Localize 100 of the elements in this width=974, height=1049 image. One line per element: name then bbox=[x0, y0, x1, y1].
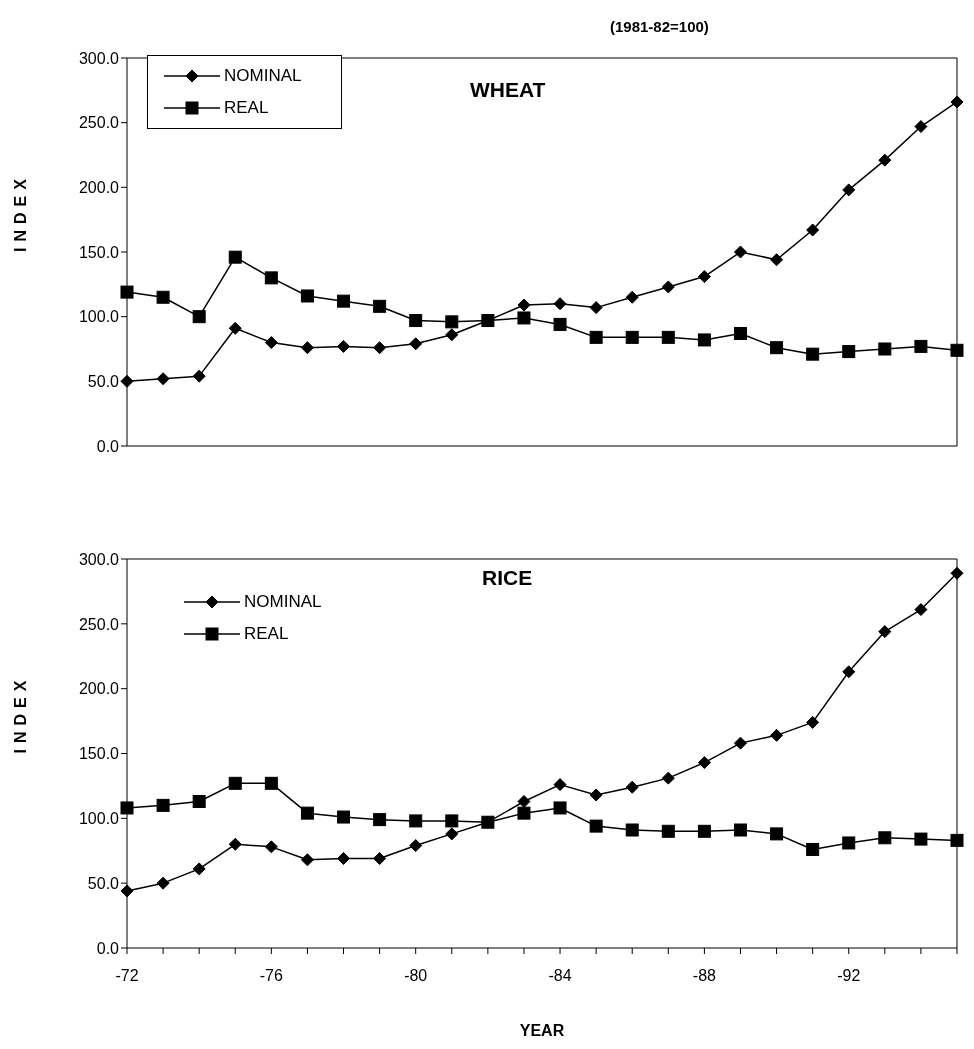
point bbox=[806, 715, 820, 729]
point bbox=[156, 290, 170, 304]
y-tick-label: 250.0 bbox=[78, 615, 120, 633]
point bbox=[770, 728, 784, 742]
point bbox=[192, 310, 206, 324]
point bbox=[733, 736, 747, 750]
point bbox=[770, 827, 784, 841]
point bbox=[842, 183, 856, 197]
text: WHEAT bbox=[470, 78, 546, 102]
point bbox=[120, 374, 134, 388]
x-tick-label: -92 bbox=[837, 967, 861, 985]
point bbox=[842, 345, 856, 359]
point bbox=[120, 801, 134, 815]
point bbox=[228, 250, 242, 264]
point bbox=[950, 343, 964, 357]
point bbox=[589, 819, 603, 833]
point bbox=[264, 271, 278, 285]
legend-label: NOMINAL bbox=[244, 592, 322, 612]
y-tick-label: 300.0 bbox=[78, 550, 120, 568]
x-tick-label: -72 bbox=[115, 967, 139, 985]
point bbox=[842, 665, 856, 679]
point bbox=[481, 314, 495, 328]
point bbox=[625, 823, 639, 837]
point bbox=[373, 813, 387, 827]
x-tick-label: -84 bbox=[548, 967, 572, 985]
point bbox=[697, 333, 711, 347]
x-tick-label: -76 bbox=[259, 967, 284, 985]
y-axis-title: INDEX bbox=[11, 674, 29, 754]
point bbox=[878, 625, 892, 639]
point bbox=[914, 603, 928, 617]
point bbox=[553, 778, 567, 792]
point bbox=[337, 339, 351, 353]
point bbox=[445, 328, 459, 342]
point bbox=[337, 294, 351, 308]
point bbox=[661, 330, 675, 344]
point bbox=[589, 788, 603, 802]
point bbox=[409, 839, 423, 853]
y-tick-label: 100.0 bbox=[78, 810, 120, 828]
point bbox=[950, 833, 964, 847]
point bbox=[878, 831, 892, 845]
point bbox=[733, 823, 747, 837]
point bbox=[228, 321, 242, 335]
point bbox=[661, 771, 675, 785]
point bbox=[878, 153, 892, 167]
point bbox=[192, 369, 206, 383]
y-tick-label: 150.0 bbox=[78, 745, 120, 763]
point bbox=[589, 330, 603, 344]
x-tick-label: -88 bbox=[692, 967, 717, 985]
point bbox=[445, 827, 459, 841]
x-axis-title: YEAR bbox=[519, 1022, 565, 1039]
point bbox=[914, 832, 928, 846]
point bbox=[733, 245, 747, 259]
point bbox=[120, 884, 134, 898]
point bbox=[770, 341, 784, 355]
point bbox=[589, 301, 603, 315]
point bbox=[733, 326, 747, 340]
point bbox=[517, 311, 531, 325]
point bbox=[878, 342, 892, 356]
point bbox=[120, 285, 134, 299]
point bbox=[409, 814, 423, 828]
point bbox=[156, 372, 170, 386]
point bbox=[625, 330, 639, 344]
point bbox=[914, 120, 928, 134]
point bbox=[625, 780, 639, 794]
point bbox=[697, 270, 711, 284]
point bbox=[373, 852, 387, 866]
point bbox=[517, 298, 531, 312]
point bbox=[192, 794, 206, 808]
point bbox=[445, 315, 459, 329]
point bbox=[337, 852, 351, 866]
point bbox=[156, 798, 170, 812]
point bbox=[156, 876, 170, 890]
chart-subtitle: (1981-82=100) bbox=[610, 18, 709, 35]
point bbox=[842, 836, 856, 850]
chart-title: RICE bbox=[482, 566, 533, 590]
point bbox=[553, 801, 567, 815]
point bbox=[264, 776, 278, 790]
legend-label: REAL bbox=[244, 624, 289, 644]
point bbox=[914, 339, 928, 353]
point bbox=[373, 299, 387, 313]
point bbox=[337, 810, 351, 824]
point bbox=[697, 756, 711, 770]
point bbox=[300, 289, 314, 303]
point bbox=[697, 824, 711, 838]
y-tick-label: 150.0 bbox=[78, 243, 120, 261]
legend-label: NOMINAL bbox=[224, 66, 302, 86]
point bbox=[950, 566, 964, 580]
point bbox=[661, 280, 675, 294]
point bbox=[445, 814, 459, 828]
point bbox=[409, 337, 423, 351]
point bbox=[192, 862, 206, 876]
point bbox=[806, 842, 820, 856]
y-tick-label: 200.0 bbox=[78, 680, 120, 698]
point bbox=[517, 794, 531, 808]
point bbox=[553, 317, 567, 331]
x-tick-label: -80 bbox=[404, 967, 428, 985]
point bbox=[300, 806, 314, 820]
point bbox=[661, 824, 675, 838]
point bbox=[770, 253, 784, 267]
point bbox=[806, 347, 820, 361]
